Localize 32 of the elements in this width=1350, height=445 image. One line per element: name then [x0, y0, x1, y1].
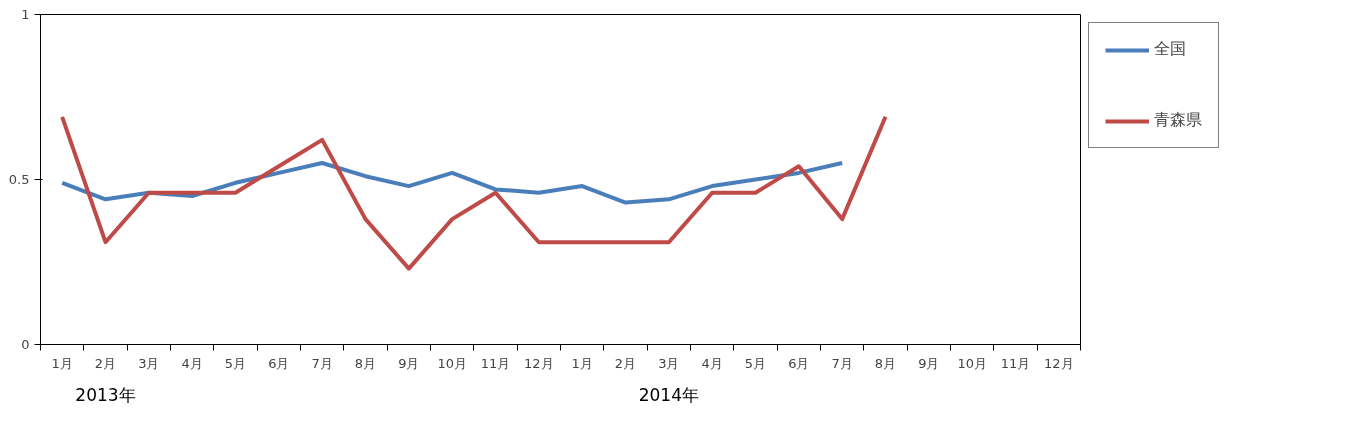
y-tick-label: 1	[21, 7, 30, 22]
legend-label: 青森県	[1154, 110, 1202, 131]
x-tick-label: 2月	[614, 355, 637, 371]
x-tick-label: 1月	[51, 355, 73, 371]
x-tick-label: 2月	[94, 355, 117, 371]
y-tick-label: 0.5	[8, 172, 30, 187]
x-tick-label: 4月	[701, 355, 723, 371]
x-tick-label: 6月	[268, 355, 290, 371]
x-tick-label: 5月	[744, 355, 767, 371]
y-tick-label: 0	[21, 337, 30, 352]
x-tick-label: 3月	[138, 355, 160, 371]
x-tick-label: 5月	[224, 355, 247, 371]
x-tick-label: 9月	[398, 355, 420, 371]
x-tick-label: 9月	[918, 355, 940, 371]
x-tick-label: 11月	[480, 355, 511, 371]
x-tick-label: 7月	[311, 355, 333, 371]
x-tick-label: 8月	[354, 355, 377, 371]
text: 2014年	[638, 384, 699, 405]
x-tick-label: 10月	[957, 355, 987, 371]
x-tick-label: 10月	[437, 355, 467, 371]
x-tick-label: 7月	[831, 355, 853, 371]
text: 2013年	[75, 384, 136, 405]
x-tick-label: 4月	[181, 355, 203, 371]
x-tick-label: 3月	[658, 355, 680, 371]
x-tick-label: 12月	[524, 355, 554, 371]
x-tick-label: 12月	[1044, 355, 1074, 371]
x-tick-label: 8月	[874, 355, 897, 371]
x-tick-label: 1月	[571, 355, 593, 371]
legend-label: 全国	[1154, 39, 1186, 60]
x-tick-label: 6月	[788, 355, 810, 371]
x-tick-label: 11月	[1000, 355, 1031, 371]
line-series	[60, 114, 888, 271]
